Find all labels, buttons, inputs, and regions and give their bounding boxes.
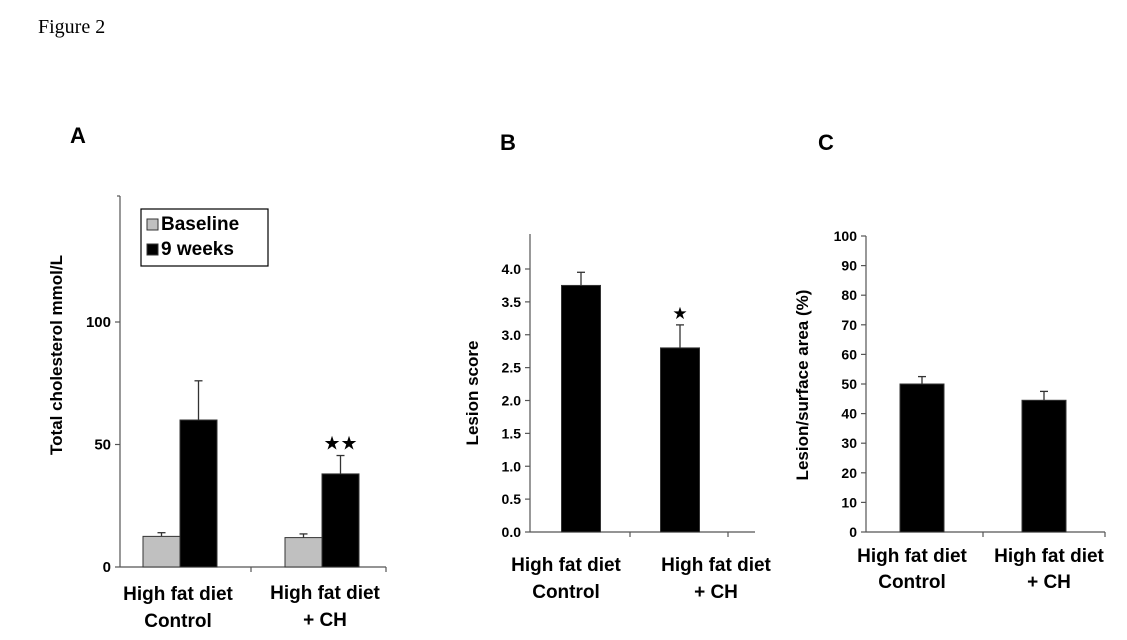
category-label: High fat diet [511,555,621,576]
panel-b: B 0.0 0.5 1.0 1.5 2.0 2.5 3.0 3.5 4.0 Lesion score… [463,130,772,603]
bar-value [899,383,945,533]
legend-label: 9 weeks [161,239,234,260]
y-tick-label: 0.5 [502,491,522,507]
panel-a: A 0 50 100 Total cholesterol mmol/L High fat … [47,123,387,632]
bar-9-weeks [321,473,360,568]
legend: Baseline 9 weeks [140,208,269,267]
y-tick-label: 60 [841,346,857,362]
panel-c: C 0 10 20 30 40 50 60 70 80 90 100 Lesion/surface ar… [793,130,1106,593]
category-label: + CH [694,582,738,603]
significance-marker: ★ [672,304,687,323]
y-tick-label: 70 [841,317,857,333]
bar-baseline [142,535,181,568]
y-tick-label: 40 [841,406,857,422]
y-tick-label: 80 [841,287,857,303]
y-tick-label: 0 [849,524,857,540]
panel-label: B [500,130,516,155]
y-tick-label: 0.0 [502,524,522,540]
legend-swatch [146,218,159,231]
bar-value [561,284,601,533]
y-tick-label: 20 [841,465,857,481]
panel-label: A [70,123,86,148]
category-label: High fat diet [270,583,380,604]
y-axis-title: Lesion score [463,341,482,446]
y-tick-label: 1.0 [502,458,522,474]
y-tick-label: 100 [834,228,858,244]
category-label: High fat diet [994,546,1104,567]
y-axis-title: Lesion/surface area (%) [793,290,812,481]
panel-label: C [818,130,834,155]
y-tick-label: 50 [841,376,857,392]
y-tick-label: 2.5 [502,360,522,376]
legend-label: Baseline [161,214,239,235]
category-label: Control [532,582,600,603]
y-tick-label: 0 [103,559,111,576]
category-label: + CH [1027,572,1071,593]
category-label: + CH [303,610,347,631]
legend-swatch [146,243,159,256]
y-tick-label: 50 [94,437,111,454]
category-label: High fat diet [857,546,967,567]
significance-marker: ★★ [323,434,357,455]
bar-9-weeks [179,419,218,568]
category-label: High fat diet [123,584,233,605]
y-axis-title: Total cholesterol mmol/L [47,255,66,455]
figure-title: Figure 2 [38,16,106,38]
y-tick-label: 10 [841,494,857,510]
category-label: Control [144,611,212,632]
y-tick-label: 2.0 [502,393,522,409]
legend-box [140,208,269,267]
y-tick-label: 90 [841,258,857,274]
category-label: Control [878,572,946,593]
bar-value [660,347,700,533]
bar-baseline [284,537,323,568]
y-tick-label: 100 [86,314,111,331]
y-tick-label: 30 [841,435,857,451]
category-label: High fat diet [661,555,771,576]
bar-value [1021,399,1067,533]
y-tick-label: 3.0 [502,327,522,343]
y-tick-label: 4.0 [502,261,522,277]
y-tick-label: 3.5 [502,294,522,310]
y-tick-label: 1.5 [502,425,522,441]
